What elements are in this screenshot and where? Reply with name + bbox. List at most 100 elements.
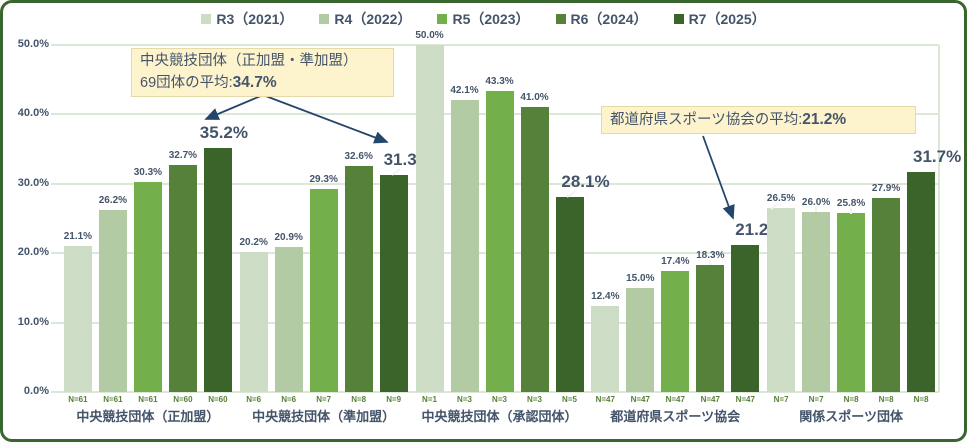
category-label: 都道府県スポーツ協会 xyxy=(610,409,741,424)
y-axis-tick-label: 20.0% xyxy=(17,246,49,259)
bar-r5-group5 xyxy=(837,212,866,392)
category-label: 関係スポーツ団体 xyxy=(799,409,903,424)
legend-swatch-icon xyxy=(437,14,448,24)
bar-n-label: N=61 xyxy=(103,395,123,404)
y-axis-tick-label: 50.0% xyxy=(17,38,49,50)
bar-r5-group2 xyxy=(309,188,338,392)
annotation-central-federations-average: 中央競技団体（正加盟・準加盟） 69団体の平均:34.7% xyxy=(131,48,394,98)
legend-item: R5（2023） xyxy=(437,9,530,29)
gridline xyxy=(51,44,939,46)
bar-n-label: N=47 xyxy=(735,395,755,404)
legend-item: R3（2021） xyxy=(201,9,293,29)
bar-r5-group1 xyxy=(133,181,162,392)
bar-n-label: N=7 xyxy=(316,395,332,404)
bar-value-label: 26.5% xyxy=(766,193,796,205)
bar-value-label: 18.3% xyxy=(696,249,725,261)
bar-value-label: 26.2% xyxy=(98,195,128,207)
bar-value-label: 25.8% xyxy=(836,197,866,209)
bar-n-label: N=60 xyxy=(173,395,193,404)
y-axis-tick-label: 40.0% xyxy=(17,107,49,120)
legend-label: R6（2024） xyxy=(570,11,648,27)
bar-value-label: 41.0% xyxy=(520,92,549,104)
legend-label: R4（2022） xyxy=(334,11,412,27)
bar-r7-group1 xyxy=(203,147,232,392)
bar-n-label: N=3 xyxy=(527,395,542,404)
bar-value-label: 30.3% xyxy=(133,166,163,178)
legend-swatch-icon xyxy=(319,14,330,24)
bar-r6-group4 xyxy=(696,264,725,392)
bar-n-label: N=9 xyxy=(386,395,402,404)
bar-value-label: 28.1% xyxy=(561,171,610,191)
bar-n-label: N=8 xyxy=(878,395,894,404)
bar-n-label: N=8 xyxy=(843,395,859,404)
bar-n-label: N=6 xyxy=(281,395,297,404)
bar-value-label: 35.2% xyxy=(199,122,248,142)
bar-value-label: 12.4% xyxy=(591,290,620,302)
annotation-line2-prefix: 69団体の平均: xyxy=(140,75,233,92)
y-axis-tick-label: 10.0% xyxy=(17,315,49,328)
annotation-average-value: 34.7% xyxy=(232,74,277,92)
category-label: 中央競技団体（準加盟） xyxy=(252,409,396,424)
bar-r7-group4 xyxy=(731,244,760,392)
bar-r7-group5 xyxy=(907,172,936,392)
plot-right-border xyxy=(938,45,940,392)
bar-n-label: N=3 xyxy=(457,395,472,404)
plot-area: 0.0% 10.0% 20.0% 30.0% 40.0% 50.0% 21.1% N=61 26… xyxy=(3,3,964,439)
bar-n-label: N=60 xyxy=(208,395,228,404)
bar-value-label: 27.9% xyxy=(871,183,901,195)
annotation-average-value: 21.2% xyxy=(802,111,847,128)
bar-r4-group3 xyxy=(450,99,479,392)
bar-n-label: N=7 xyxy=(773,395,789,404)
legend-swatch-icon xyxy=(673,14,684,24)
bar-value-label: 20.9% xyxy=(274,231,303,243)
bar-value-label: 42.1% xyxy=(450,84,479,96)
bar-r4-group5 xyxy=(802,211,831,392)
legend-item: R6（2024） xyxy=(555,9,648,29)
bar-value-label: 32.6% xyxy=(344,150,373,162)
bar-r7-group3 xyxy=(555,196,584,392)
bar-r7-group2 xyxy=(379,174,408,392)
annotation-prefix: 都道府県スポーツ協会の平均: xyxy=(610,112,803,128)
bar-r3-group2 xyxy=(239,251,268,392)
bar-value-label: 32.7% xyxy=(168,150,198,162)
bar-value-label: 21.1% xyxy=(63,230,93,242)
legend-label: R5（2023） xyxy=(452,11,530,27)
legend-swatch-icon xyxy=(201,14,212,24)
bar-r6-group1 xyxy=(168,165,197,392)
bar-n-label: N=1 xyxy=(422,395,437,404)
bar-r6-group5 xyxy=(872,198,901,392)
bar-value-label: 50.0% xyxy=(415,30,444,41)
bar-n-label: N=5 xyxy=(562,395,577,404)
legend-label: R3（2021） xyxy=(216,11,294,27)
bar-r3-group5 xyxy=(767,208,796,392)
chart-legend: R3（2021） R4（2022） R5（2023） R6（2024） R7（2025） xyxy=(3,9,964,29)
bar-n-label: N=3 xyxy=(492,395,507,404)
bar-n-label: N=47 xyxy=(665,395,685,404)
legend-item: R7（2025） xyxy=(673,9,766,29)
bar-r6-group2 xyxy=(344,165,373,392)
bar-n-label: N=61 xyxy=(68,395,88,404)
bar-n-label: N=8 xyxy=(913,395,929,404)
bar-n-label: N=8 xyxy=(351,395,367,404)
bar-value-label: 31.7% xyxy=(912,147,962,166)
legend-label: R7（2025） xyxy=(688,11,766,27)
bar-value-label: 15.0% xyxy=(626,272,655,284)
legend-item: R4（2022） xyxy=(319,9,411,29)
bar-r4-group2 xyxy=(274,246,303,392)
annotation-line1: 中央競技団体（正加盟・準加盟） xyxy=(140,53,358,69)
bar-value-label: 26.0% xyxy=(801,196,831,208)
bar-n-label: N=6 xyxy=(246,395,262,404)
legend-swatch-icon xyxy=(555,14,566,24)
bar-n-label: N=47 xyxy=(700,395,720,404)
bar-r3-group3 xyxy=(415,45,444,392)
bar-value-label: 20.2% xyxy=(239,236,268,248)
bar-r3-group1 xyxy=(63,245,92,392)
bar-r5-group4 xyxy=(661,271,690,392)
bar-n-label: N=47 xyxy=(630,395,650,404)
bar-r6-group3 xyxy=(520,107,549,392)
bar-value-label: 29.3% xyxy=(309,173,338,185)
x-axis-line xyxy=(51,391,939,393)
bar-r4-group1 xyxy=(98,210,127,392)
bar-n-label: N=7 xyxy=(808,395,824,404)
